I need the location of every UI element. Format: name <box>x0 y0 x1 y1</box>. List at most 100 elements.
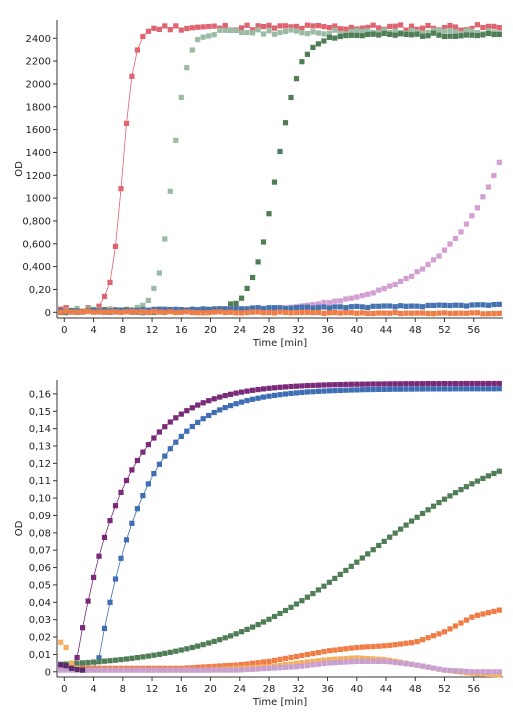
data-point <box>365 381 371 387</box>
data-point <box>206 23 212 30</box>
series-2 <box>58 468 502 667</box>
data-point <box>239 29 245 35</box>
data-point <box>293 390 300 396</box>
data-point <box>211 663 217 669</box>
data-point <box>485 610 491 616</box>
data-point <box>326 579 332 585</box>
data-point <box>321 657 327 663</box>
data-point <box>151 285 157 291</box>
data-point <box>304 651 310 658</box>
series-line <box>60 383 500 669</box>
data-point <box>250 305 256 311</box>
data-point <box>359 310 365 316</box>
data-point <box>354 32 360 38</box>
data-point <box>354 655 360 661</box>
data-point <box>217 309 223 315</box>
data-point <box>271 657 278 663</box>
data-point <box>398 641 404 647</box>
data-point <box>458 620 464 626</box>
data-point <box>491 608 497 614</box>
data-point <box>282 309 289 315</box>
data-point <box>414 31 420 37</box>
data-point <box>250 624 256 630</box>
data-point <box>398 526 404 532</box>
data-point <box>403 381 409 387</box>
data-point <box>260 31 267 37</box>
x-tick-label: 44 <box>380 684 393 695</box>
data-point <box>266 28 272 34</box>
data-point <box>145 481 151 487</box>
data-point <box>376 287 382 293</box>
x-axis-label: Time [min] <box>252 338 307 349</box>
data-point <box>173 415 179 421</box>
data-point <box>266 22 272 28</box>
data-point <box>447 386 453 392</box>
data-point <box>293 309 300 316</box>
data-point <box>315 658 321 664</box>
data-point <box>211 396 217 402</box>
data-point <box>80 625 86 631</box>
data-point <box>420 663 426 669</box>
data-point <box>452 381 459 387</box>
data-point <box>496 310 502 316</box>
data-point <box>173 306 179 312</box>
data-point <box>480 311 486 317</box>
data-point <box>332 382 338 388</box>
data-point <box>321 388 327 394</box>
data-point <box>74 667 80 673</box>
data-point <box>222 27 228 33</box>
data-point <box>255 395 261 401</box>
data-point <box>337 310 343 316</box>
data-point <box>217 394 223 400</box>
data-point <box>239 629 245 635</box>
data-point <box>96 655 102 661</box>
data-point <box>107 309 113 315</box>
data-point <box>271 665 278 671</box>
data-point <box>299 389 305 395</box>
x-tick-label: 40 <box>350 684 363 695</box>
data-point <box>112 503 119 509</box>
data-point <box>348 295 354 301</box>
data-point <box>370 303 376 309</box>
data-point <box>392 281 398 288</box>
data-point <box>447 493 453 499</box>
data-point <box>195 643 201 649</box>
data-point <box>365 655 371 662</box>
y-tick-label: 0,14 <box>29 424 51 435</box>
data-point <box>101 667 108 673</box>
data-point <box>332 35 338 41</box>
data-point <box>376 25 382 31</box>
data-point <box>365 551 371 557</box>
data-point <box>101 309 108 315</box>
data-point <box>85 598 91 604</box>
data-point <box>441 25 448 31</box>
data-point <box>392 386 398 392</box>
data-point <box>260 386 267 392</box>
data-point <box>480 475 486 481</box>
data-point <box>348 655 354 661</box>
data-point <box>447 302 453 309</box>
data-point <box>310 658 316 664</box>
series-1 <box>58 27 502 315</box>
data-point <box>376 542 382 549</box>
data-point <box>255 660 261 666</box>
data-point <box>337 33 343 40</box>
data-point <box>129 655 135 661</box>
data-point <box>277 305 283 311</box>
data-point <box>173 648 179 654</box>
data-point <box>96 659 102 665</box>
data-point <box>228 27 234 34</box>
data-point <box>441 302 448 308</box>
data-point <box>162 23 168 29</box>
y-tick-label: 1000 <box>26 194 51 205</box>
data-point <box>107 518 113 524</box>
data-point <box>184 408 190 414</box>
data-point <box>474 380 480 387</box>
data-point <box>337 30 343 37</box>
data-point <box>458 386 464 392</box>
data-point <box>266 616 272 622</box>
y-tick-label: 0,03 <box>29 615 51 626</box>
data-point <box>414 381 420 387</box>
data-point <box>485 184 491 190</box>
data-point <box>217 27 223 33</box>
